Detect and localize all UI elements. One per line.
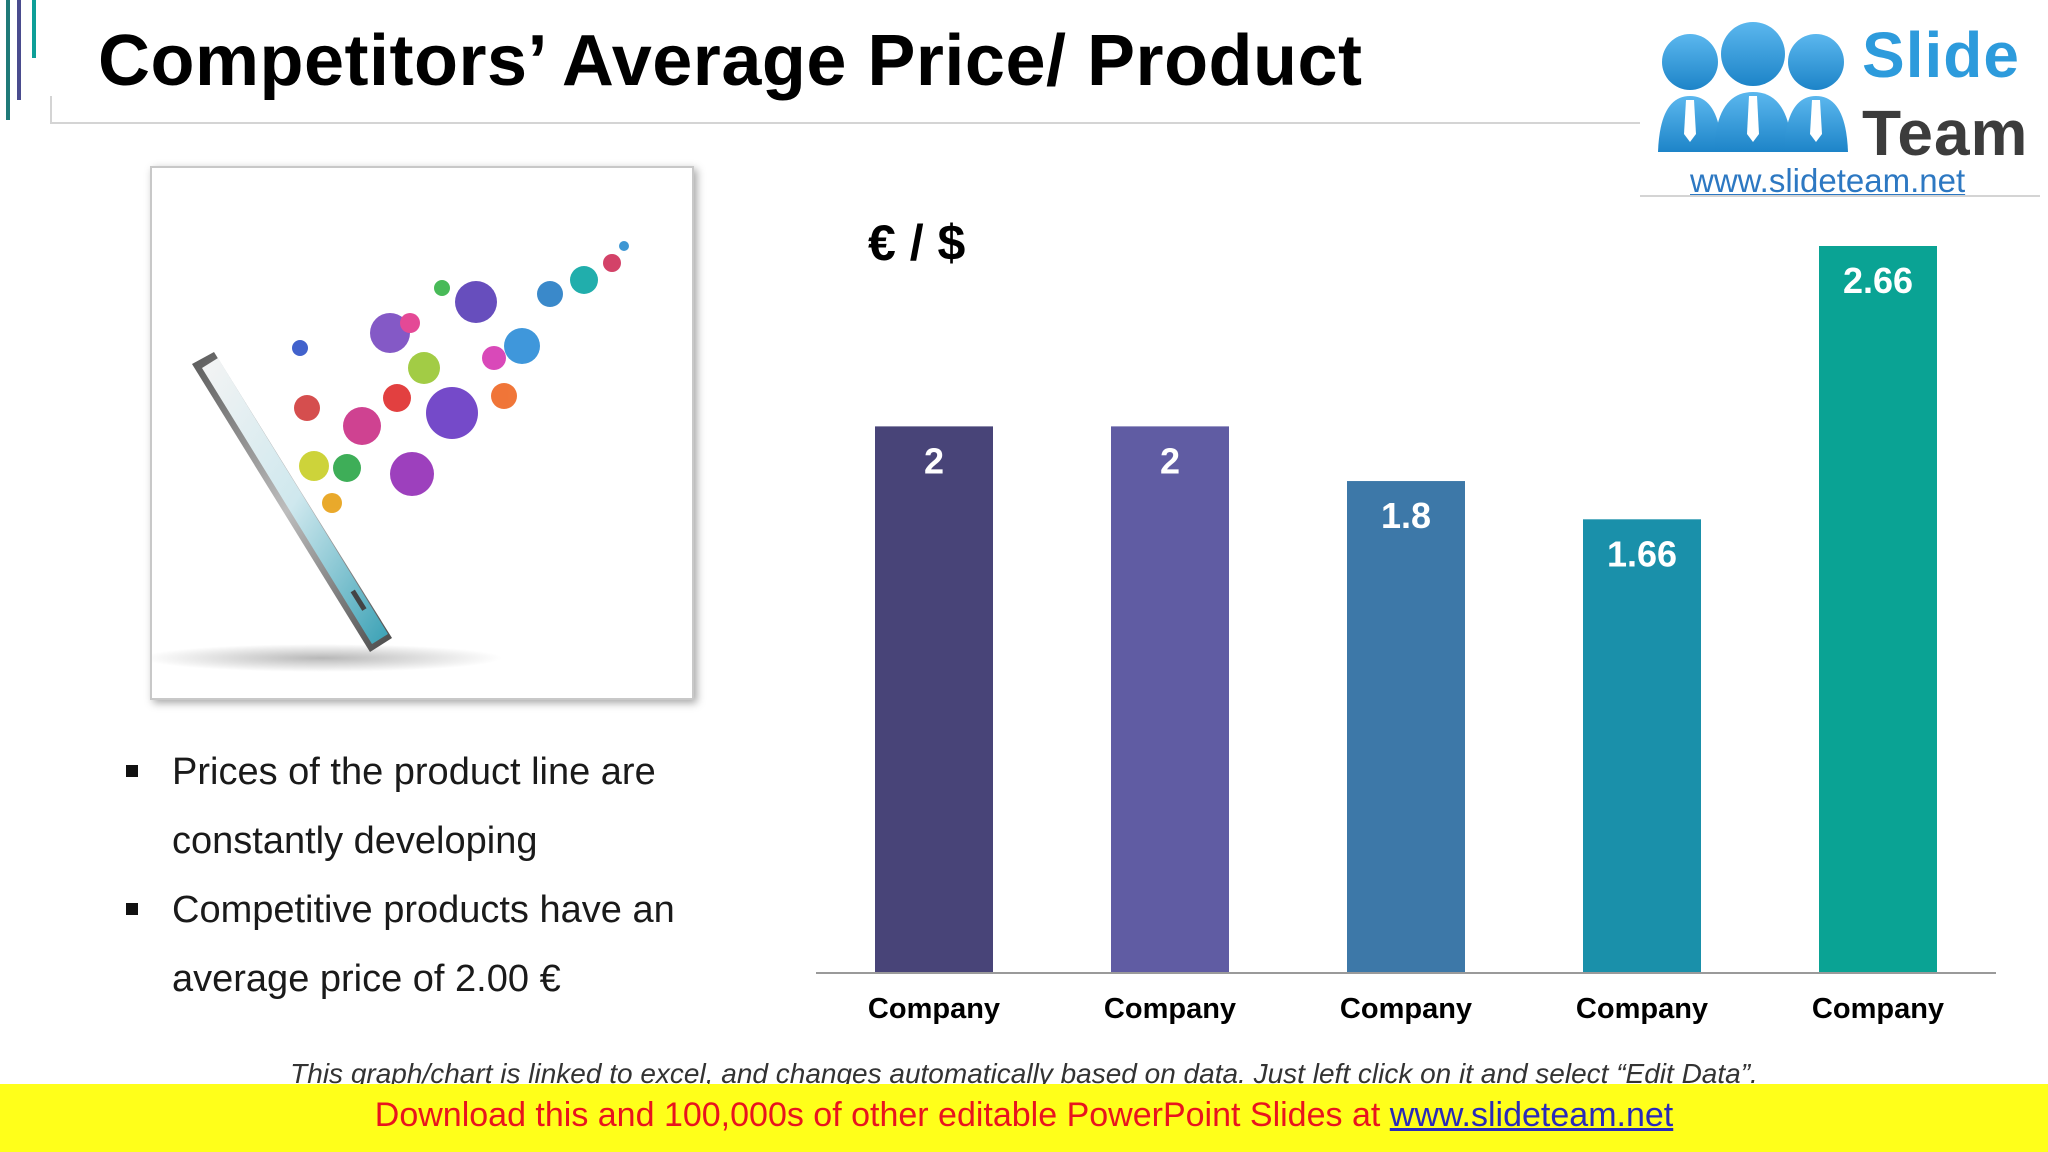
- title-divider: [50, 122, 1640, 124]
- banner-text: Download this and 100,000s of other edit…: [0, 1096, 2048, 1135]
- bar[interactable]: [1111, 426, 1229, 974]
- chart-footnote: This graph/chart is linked to excel, and…: [290, 1058, 1758, 1089]
- logo-divider: [1640, 195, 2040, 197]
- accent-bar: [32, 0, 36, 58]
- x-tick-label: Company: [1340, 993, 1472, 1025]
- bar-chart[interactable]: 2 Company 2 Company 1.8 Company 1.66 Company 2.6…: [800, 180, 2020, 1050]
- page-title: Competitors’ Average Price/ Product: [98, 21, 1363, 101]
- data-label: 2.66: [1843, 260, 1913, 301]
- people-icon: [1658, 22, 1848, 152]
- bullet-item: Prices of the product line are constantl…: [120, 738, 720, 876]
- bar[interactable]: [1583, 519, 1701, 973]
- smartphone-apps-icon: [152, 241, 629, 672]
- bullet-marker: [126, 903, 138, 915]
- logo-wordmark: Slide: [1862, 19, 2020, 91]
- bar[interactable]: [1347, 481, 1465, 973]
- bullet-text: Competitive products have an average pri…: [172, 889, 675, 1000]
- bar-chart-plot: 2 Company 2 Company 1.8 Company 1.66 Company 2.6…: [816, 246, 1996, 1025]
- slideteam-logo[interactable]: Slide Team www.slideteam.net: [1640, 0, 2048, 200]
- data-label: 1.8: [1381, 495, 1431, 536]
- bullet-text: Prices of the product line are constantl…: [172, 751, 656, 862]
- x-tick-label: Company: [868, 993, 1000, 1025]
- data-label: 2: [1160, 440, 1180, 481]
- banner-link[interactable]: www.slideteam.net: [1389, 1096, 1674, 1134]
- x-tick-label: Company: [1104, 993, 1236, 1025]
- accent-bar: [6, 0, 10, 120]
- x-tick-label: Company: [1576, 993, 1708, 1025]
- data-label: 1.66: [1607, 533, 1677, 574]
- title-divider: [50, 96, 52, 124]
- x-tick-label: Company: [1812, 993, 1944, 1025]
- smartphone-apps-picture: [150, 166, 694, 700]
- bullet-list: Prices of the product line are constantl…: [120, 738, 720, 1014]
- bullet-item: Competitive products have an average pri…: [120, 876, 720, 1014]
- banner-message: Download this and 100,000s of other edit…: [374, 1096, 1390, 1134]
- logo-wordmark: Team: [1862, 97, 2029, 169]
- bullet-marker: [126, 765, 138, 777]
- logo-url-link[interactable]: www.slideteam.net: [1690, 162, 1966, 199]
- data-label: 2: [924, 440, 944, 481]
- y-axis-unit-label: € / $: [868, 215, 966, 271]
- accent-bar: [17, 0, 21, 100]
- bar[interactable]: [875, 426, 993, 974]
- bar[interactable]: [1819, 246, 1937, 973]
- download-banner: Download this and 100,000s of other edit…: [0, 1084, 2048, 1152]
